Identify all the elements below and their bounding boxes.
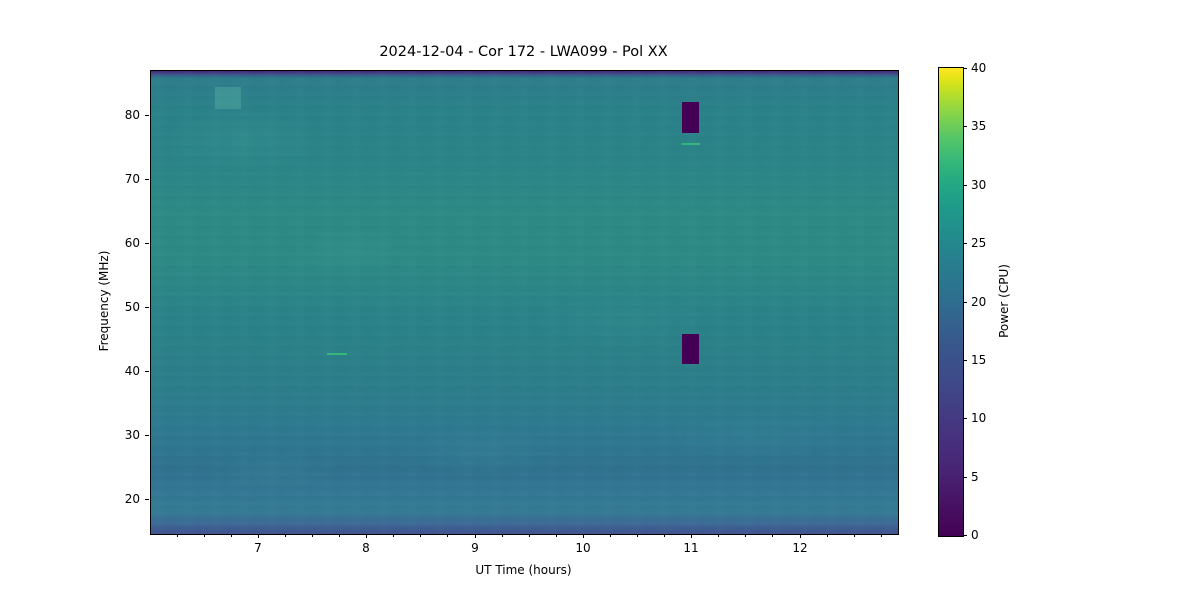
ytick-40	[145, 371, 149, 372]
spectrum-base-gradient	[151, 71, 898, 534]
xtick-minor	[718, 534, 719, 537]
ytick-label-40: 40	[124, 364, 140, 378]
ytick-80	[145, 115, 149, 116]
colorbar-tick-15	[963, 360, 967, 361]
xtick-minor	[177, 534, 178, 537]
ytick-label-50: 50	[124, 300, 140, 314]
xtick-minor	[854, 534, 855, 537]
xtick-10	[583, 534, 584, 538]
xtick-minor	[420, 534, 421, 537]
colorbar-label-5: 5	[971, 470, 979, 484]
colorbar-label-0: 0	[971, 528, 979, 542]
colorbar-tick-0	[963, 535, 967, 536]
ytick-70	[145, 179, 149, 180]
colorbar-tick-30	[963, 185, 967, 186]
xtick-label-11: 11	[683, 541, 699, 555]
xtick-minor	[231, 534, 232, 537]
xtick-label-10: 10	[575, 541, 591, 555]
colorbar-label-40: 40	[971, 61, 987, 75]
ytick-label-70: 70	[124, 172, 140, 186]
ytick-label-20: 20	[124, 492, 140, 506]
ytick-50	[145, 307, 149, 308]
xtick-label-9: 9	[471, 541, 479, 555]
spectrum-time-mottling	[151, 71, 898, 534]
spectrogram-image[interactable]	[151, 71, 898, 534]
colorbar-label-30: 30	[971, 178, 987, 192]
colorbar-tick-10	[963, 418, 967, 419]
xtick-minor	[339, 534, 340, 537]
xtick-label-12: 12	[792, 541, 808, 555]
colorbar-label-25: 25	[971, 236, 987, 250]
xtick-minor	[312, 534, 313, 537]
xtick-9	[475, 534, 476, 538]
ytick-label-30: 30	[124, 428, 140, 442]
bright-patch-marker	[215, 87, 241, 109]
xtick-minor	[393, 534, 394, 537]
rfi-streak-77mhz	[682, 143, 700, 145]
colorbar-label-20: 20	[971, 295, 987, 309]
colorbar-label-35: 35	[971, 119, 987, 133]
spectrum-blotch-texture	[151, 71, 898, 534]
xtick-minor	[610, 534, 611, 537]
colorbar-tick-35	[963, 126, 967, 127]
colorbar-tick-25	[963, 243, 967, 244]
rfi-streak-42mhz	[327, 353, 347, 355]
data-dropout-lower	[682, 334, 699, 364]
colorbar-label-15: 15	[971, 353, 987, 367]
colorbar-tick-5	[963, 477, 967, 478]
xtick-minor	[529, 534, 530, 537]
spectrum-frequency-banding	[151, 71, 898, 534]
xtick-minor	[827, 534, 828, 537]
xtick-12	[800, 534, 801, 538]
xtick-minor	[772, 534, 773, 537]
xtick-minor	[204, 534, 205, 537]
xtick-label-8: 8	[362, 541, 370, 555]
colorbar-gradient	[939, 68, 963, 536]
spectrogram-axes[interactable]	[150, 70, 899, 535]
ytick-60	[145, 243, 149, 244]
xtick-7	[258, 534, 259, 538]
xtick-minor	[745, 534, 746, 537]
data-dropout-upper	[682, 102, 699, 133]
colorbar-tick-20	[963, 302, 967, 303]
xtick-minor	[285, 534, 286, 537]
xtick-minor	[664, 534, 665, 537]
colorbar-label-10: 10	[971, 411, 987, 425]
colorbar-axis-label: Power (CPU)	[997, 264, 1011, 338]
colorbar-tick-40	[963, 68, 967, 69]
xtick-11	[691, 534, 692, 538]
y-axis-label: Frequency (MHz)	[97, 250, 111, 352]
ytick-20	[145, 499, 149, 500]
ytick-30	[145, 435, 149, 436]
xtick-minor	[502, 534, 503, 537]
xtick-minor	[447, 534, 448, 537]
xtick-8	[366, 534, 367, 538]
colorbar[interactable]	[938, 67, 964, 537]
xtick-label-7: 7	[254, 541, 262, 555]
xtick-minor	[637, 534, 638, 537]
x-axis-label: UT Time (hours)	[475, 563, 572, 577]
page-title: 2024-12-04 - Cor 172 - LWA099 - Pol XX	[379, 44, 668, 60]
xtick-minor	[881, 534, 882, 537]
xtick-minor	[556, 534, 557, 537]
ytick-label-60: 60	[124, 236, 140, 250]
ytick-label-80: 80	[124, 108, 140, 122]
